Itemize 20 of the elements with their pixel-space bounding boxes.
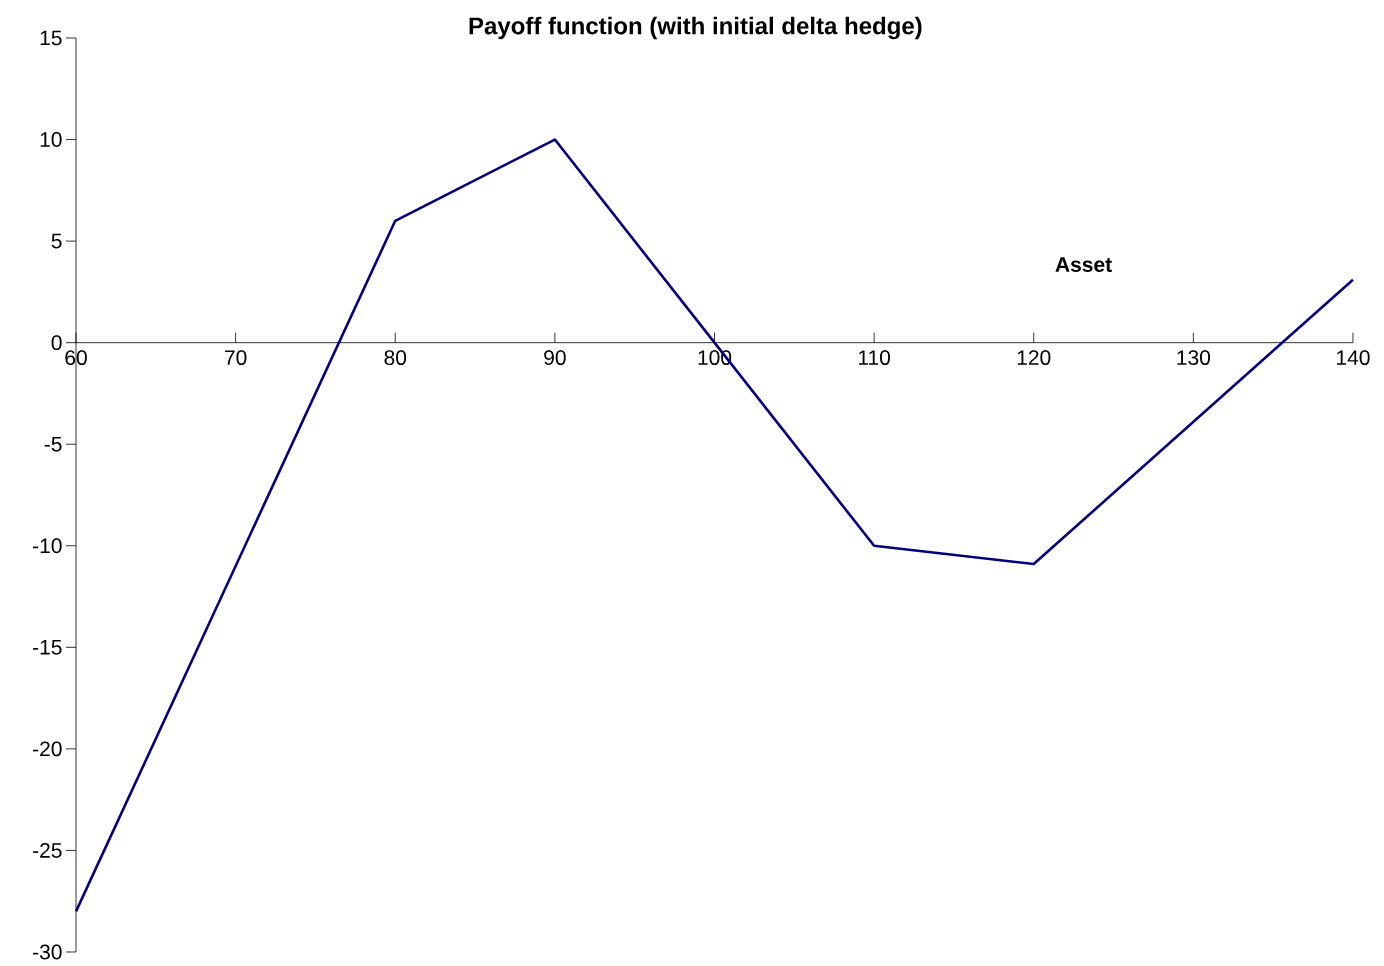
y-tick-label: 5: [51, 233, 62, 249]
x-tick-label: 70: [225, 350, 247, 366]
y-tick-label: -25: [33, 842, 62, 858]
x-tick-label: 110: [858, 350, 891, 366]
chart-title: Payoff function (with initial delta hedge): [469, 16, 922, 40]
x-axis-title: Asset: [1055, 257, 1112, 272]
y-tick-label: -5: [44, 436, 62, 452]
y-tick-label: 0: [51, 335, 62, 351]
x-tick-label: 140: [1337, 350, 1370, 366]
x-tick-label: 80: [384, 350, 407, 366]
y-tick-label: -15: [33, 640, 62, 655]
x-tick-label: 90: [544, 350, 566, 366]
x-tick-label: 120: [1017, 350, 1051, 366]
y-tick-label: 10: [40, 132, 62, 147]
y-tick-label: -30: [33, 944, 62, 960]
x-tick-label: 60: [65, 350, 87, 366]
y-tick-label: -10: [33, 538, 62, 554]
y-tick-label: -20: [33, 741, 62, 757]
y-tick-label: 15: [40, 30, 62, 46]
x-tick-label: 130: [1177, 350, 1211, 366]
